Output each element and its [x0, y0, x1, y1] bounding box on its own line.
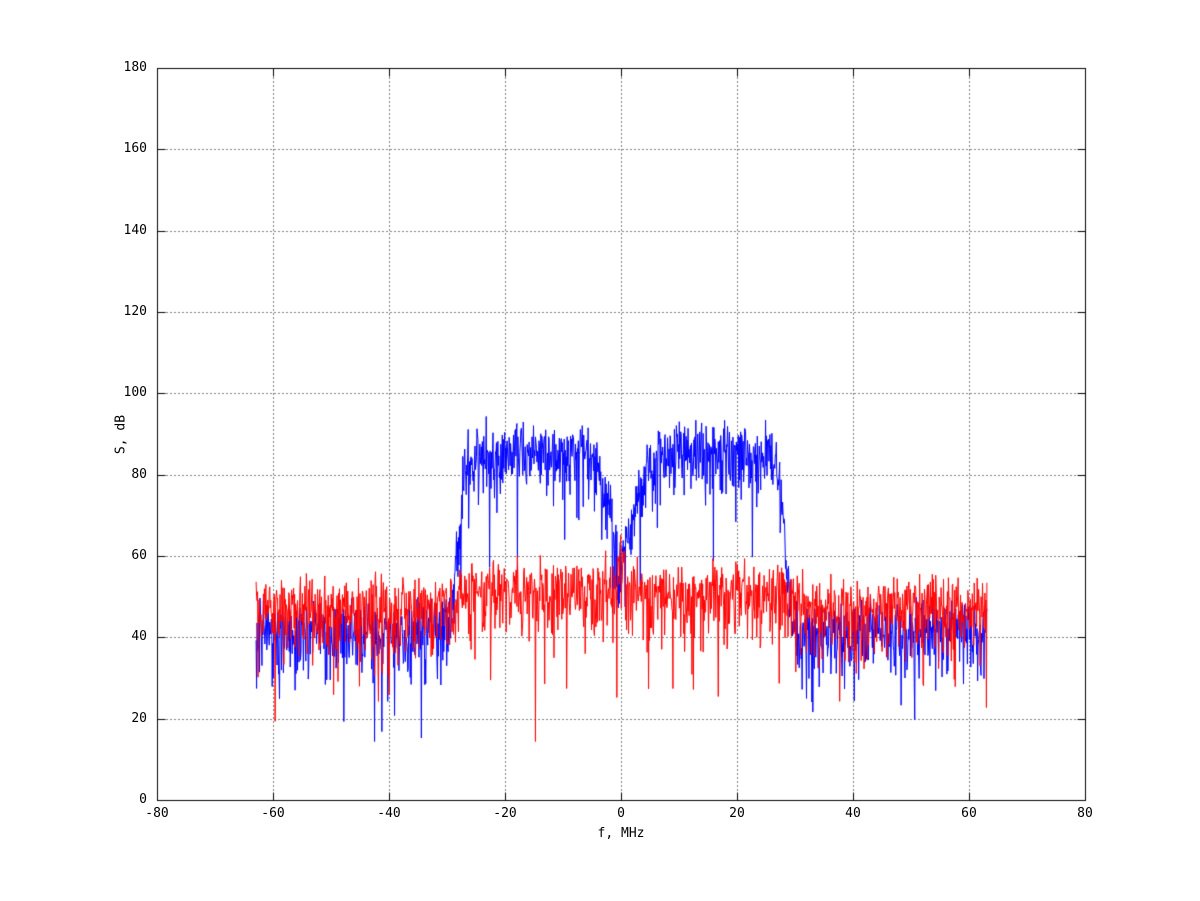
- x-tick-label: 40: [845, 806, 861, 821]
- x-tick-label: -40: [377, 806, 401, 821]
- y-tick-label: 60: [131, 548, 147, 563]
- y-tick-label: 40: [131, 629, 147, 645]
- x-tick-label: 0: [617, 806, 625, 821]
- x-tick-label: -80: [145, 806, 169, 821]
- y-tick-label: 120: [123, 304, 147, 319]
- x-tick-label: -60: [261, 806, 285, 821]
- y-tick-label: 180: [123, 60, 147, 75]
- y-tick-label: 0: [139, 792, 147, 807]
- x-tick-label: -20: [493, 806, 517, 821]
- y-tick-label: 80: [131, 466, 147, 482]
- x-axis-title: f, MHz: [597, 826, 645, 841]
- x-tick-label: 20: [729, 806, 745, 821]
- y-tick-label: 100: [123, 385, 147, 401]
- y-tick-label: 140: [123, 222, 147, 238]
- y-tick-label: 20: [131, 710, 147, 726]
- x-tick-label: 80: [1077, 806, 1093, 821]
- y-tick-label: 160: [123, 141, 147, 157]
- x-tick-label: 60: [961, 806, 977, 821]
